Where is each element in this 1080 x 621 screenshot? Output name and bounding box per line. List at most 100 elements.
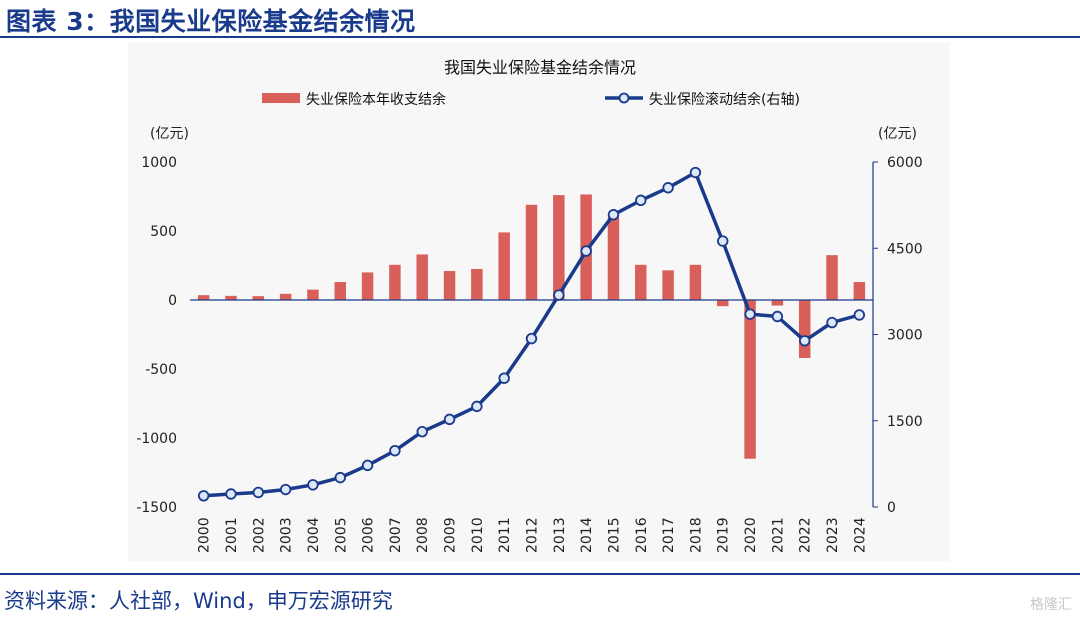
bar — [307, 289, 319, 300]
legend: 失业保险本年收支结余 失业保险滚动结余(右轴) — [262, 91, 800, 108]
bar — [416, 254, 428, 300]
x-tick-label: 2021 — [770, 517, 786, 553]
line-point — [635, 194, 647, 207]
chart-panel — [128, 42, 950, 561]
x-tick-label: 2020 — [743, 517, 759, 553]
bar — [662, 270, 674, 300]
line-point — [580, 245, 592, 257]
x-tick-label: 2019 — [716, 517, 732, 553]
line-point — [826, 316, 838, 329]
bar — [798, 300, 811, 358]
x-tick-label: 2024 — [852, 517, 868, 553]
line-point — [771, 310, 784, 323]
x-tick-label: 2007 — [388, 517, 404, 553]
x-tick-label: 2022 — [798, 517, 814, 553]
bar — [826, 255, 838, 300]
bar — [771, 300, 784, 306]
line-point — [607, 209, 620, 221]
chart-title: 我国失业保险基金结余情况 — [444, 58, 636, 77]
right-tick-label: 4500 — [887, 241, 923, 257]
left-tick-label: 1000 — [141, 155, 177, 171]
bar — [525, 204, 538, 300]
x-tick-label: 2014 — [579, 517, 595, 553]
left-tick-label: 500 — [150, 224, 177, 240]
line-point — [443, 413, 456, 426]
line-point — [553, 289, 565, 301]
x-tick-label: 2003 — [279, 517, 295, 553]
x-tick-label: 2012 — [525, 517, 541, 553]
x-tick-label: 2011 — [497, 517, 513, 553]
right-tick-label: 1500 — [887, 414, 923, 430]
bar — [635, 264, 647, 300]
line-point — [252, 486, 264, 499]
line-point — [853, 309, 866, 321]
right-tick-label: 6000 — [887, 155, 923, 171]
x-tick-label: 2010 — [470, 517, 486, 553]
line-point — [498, 372, 510, 384]
line-point — [197, 490, 210, 502]
left-tick-label: -1000 — [136, 431, 177, 447]
x-tick-label: 2006 — [361, 517, 377, 553]
right-tick-label: 0 — [887, 500, 896, 516]
right-axis-ticks: 6000 4500 3000 1500 0 — [873, 155, 923, 516]
x-tick-label: 2015 — [606, 517, 622, 553]
watermark: 格隆汇 — [1030, 597, 1072, 613]
x-tick-label: 2005 — [333, 517, 349, 553]
line-point — [525, 332, 538, 345]
line-point — [361, 459, 374, 472]
line-point — [307, 479, 319, 491]
left-tick-label: -500 — [145, 362, 177, 378]
line-point — [799, 335, 811, 347]
line-point — [334, 471, 346, 484]
bar — [252, 296, 265, 300]
x-tick-label: 2000 — [197, 517, 213, 553]
x-tick-label: 2008 — [415, 517, 431, 553]
bar — [498, 232, 510, 300]
x-tick-label: 2017 — [661, 517, 677, 553]
source-rule — [0, 573, 1080, 575]
bar — [717, 300, 729, 307]
bar — [389, 264, 401, 300]
bar — [197, 295, 210, 300]
line-point — [689, 166, 702, 179]
bar — [361, 272, 374, 300]
line-point — [279, 483, 292, 496]
line-point — [662, 182, 674, 194]
bar — [279, 293, 292, 300]
bar — [225, 295, 237, 300]
x-tick-label: 2002 — [251, 517, 267, 553]
line-point — [744, 308, 756, 320]
bar — [689, 264, 702, 300]
line-markers — [197, 166, 866, 502]
figure-title: 图表 3：我国失业保险基金结余情况 — [6, 7, 416, 36]
left-axis-unit: (亿元) — [150, 126, 189, 142]
legend-bar-label: 失业保险本年收支结余 — [306, 91, 446, 108]
bar — [553, 195, 565, 300]
title-rule — [0, 36, 1080, 38]
line-point — [225, 488, 237, 500]
x-tick-label: 2013 — [552, 517, 568, 553]
bar-series — [197, 194, 866, 459]
bar — [443, 271, 456, 300]
x-tick-label: 2004 — [306, 517, 322, 553]
x-tick-label: 2001 — [224, 517, 240, 553]
bar — [607, 217, 620, 300]
right-axis-unit: (亿元) — [878, 126, 917, 142]
bar — [744, 300, 756, 459]
legend-bar-swatch — [262, 93, 300, 103]
line-point — [389, 445, 401, 457]
bar — [471, 268, 483, 300]
legend-line-label: 失业保险滚动结余(右轴) — [649, 91, 800, 108]
line-point — [416, 425, 428, 438]
bar — [853, 282, 866, 300]
bar — [334, 282, 346, 300]
left-tick-label: -1500 — [136, 500, 177, 516]
x-axis-labels: 2000 2001 2002 2003 2004 2005 2006 2007 2008 2009… — [197, 517, 869, 553]
source-note: 资料来源：人社部，Wind，申万宏源研究 — [4, 589, 393, 613]
right-tick-label: 3000 — [887, 328, 923, 344]
legend-line-marker — [618, 92, 630, 104]
left-tick-label: 0 — [168, 293, 177, 309]
x-tick-label: 2016 — [634, 517, 650, 553]
line-point — [471, 400, 483, 413]
